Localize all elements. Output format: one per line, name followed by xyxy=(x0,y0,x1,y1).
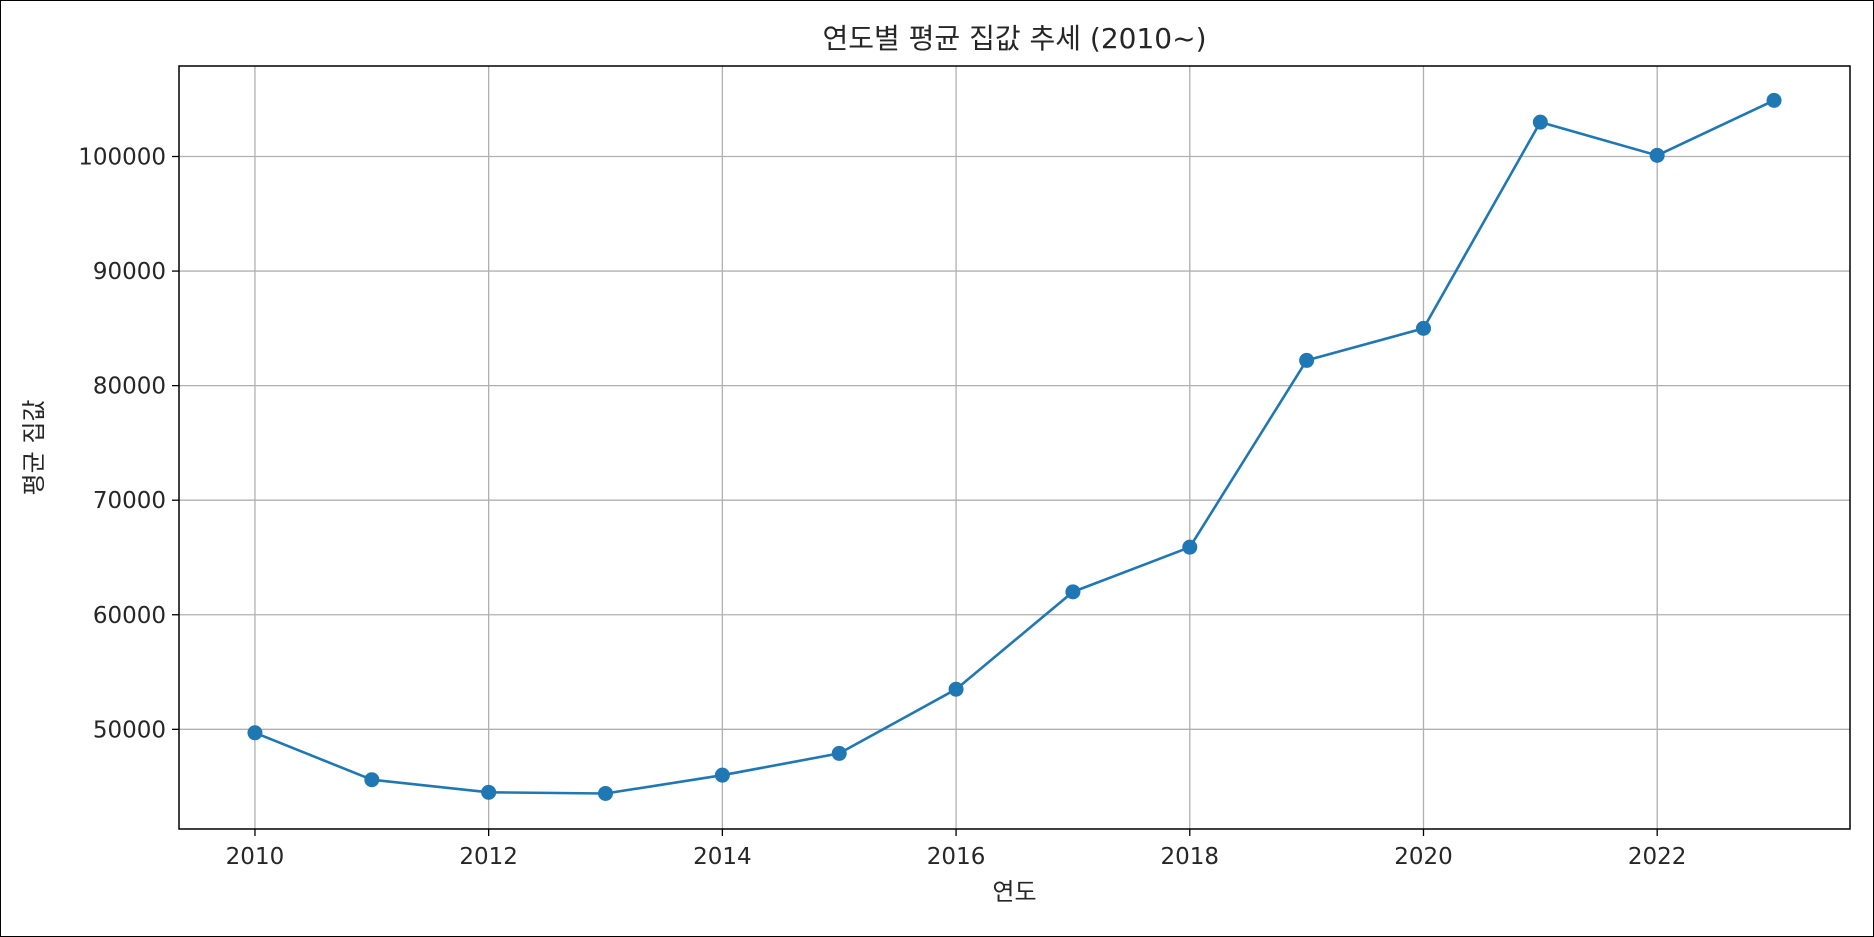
data-point xyxy=(1415,320,1431,336)
data-point xyxy=(247,725,263,741)
y-tick-label: 80000 xyxy=(93,374,166,400)
y-tick-label: 100000 xyxy=(78,145,166,171)
data-point xyxy=(1182,539,1198,555)
x-tick-label: 2018 xyxy=(1161,844,1220,870)
x-tick-label: 2016 xyxy=(927,844,986,870)
data-point xyxy=(1532,114,1548,130)
data-point xyxy=(598,785,614,801)
y-tick-label: 50000 xyxy=(93,717,166,743)
x-tick-label: 2014 xyxy=(693,844,752,870)
axis-ticks: 2010 2012 2014 2016 2018 2020 2022 50000 60000 70… xyxy=(78,145,1686,870)
y-tick-label: 60000 xyxy=(93,603,166,629)
y-tick-label: 70000 xyxy=(93,488,166,514)
plot-area xyxy=(178,65,1851,830)
x-tick-label: 2020 xyxy=(1394,844,1453,870)
series-line xyxy=(254,99,1775,795)
x-tick-label: 2012 xyxy=(459,844,518,870)
data-point xyxy=(481,784,497,800)
data-point xyxy=(714,767,730,783)
y-axis-label: 평균 집값 xyxy=(20,400,48,496)
grid xyxy=(179,66,1850,829)
x-axis-label: 연도 xyxy=(992,878,1036,906)
chart-title: 연도별 평균 집값 추세 (2010~) xyxy=(822,22,1206,55)
x-tick-label: 2010 xyxy=(226,844,285,870)
y-tick-label: 90000 xyxy=(93,259,166,285)
data-point xyxy=(948,681,964,697)
data-point xyxy=(1649,147,1665,163)
data-point xyxy=(831,745,847,761)
data-point xyxy=(1766,92,1782,108)
data-point xyxy=(364,772,380,788)
data-point xyxy=(1065,584,1081,600)
x-tick-label: 2022 xyxy=(1628,844,1687,870)
data-point xyxy=(1299,352,1315,368)
series xyxy=(247,92,1782,801)
